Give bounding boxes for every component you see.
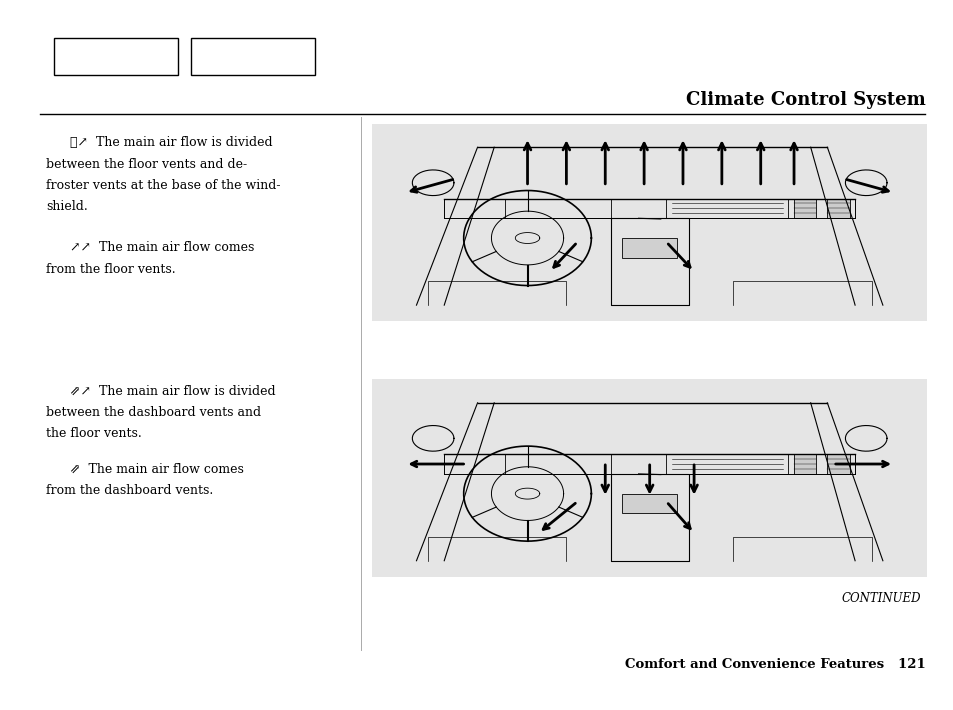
- Text: Comfort and Convenience Features   121: Comfort and Convenience Features 121: [624, 658, 924, 671]
- Text: between the dashboard vents and: between the dashboard vents and: [46, 406, 260, 419]
- Bar: [372, 124, 926, 321]
- Bar: [793, 454, 816, 474]
- Bar: [621, 238, 677, 258]
- Text: ⇗  The main air flow comes: ⇗ The main air flow comes: [70, 463, 243, 476]
- Text: shield.: shield.: [46, 200, 88, 213]
- Bar: [191, 38, 314, 75]
- Text: from the dashboard vents.: from the dashboard vents.: [46, 484, 213, 497]
- Text: between the floor vents and de-: between the floor vents and de-: [46, 158, 247, 170]
- Bar: [826, 454, 849, 474]
- Bar: [621, 493, 677, 513]
- Text: Climate Control System: Climate Control System: [685, 91, 924, 109]
- Text: from the floor vents.: from the floor vents.: [46, 263, 175, 275]
- Bar: [826, 199, 849, 218]
- Text: CONTINUED: CONTINUED: [841, 592, 920, 605]
- Bar: [372, 379, 926, 577]
- Text: froster vents at the base of the wind-: froster vents at the base of the wind-: [46, 179, 280, 192]
- Text: ↗↗  The main air flow comes: ↗↗ The main air flow comes: [70, 241, 253, 254]
- Text: the floor vents.: the floor vents.: [46, 427, 141, 440]
- Text: ⇗↗  The main air flow is divided: ⇗↗ The main air flow is divided: [70, 385, 275, 398]
- Bar: [793, 199, 816, 218]
- Bar: [54, 38, 178, 75]
- Text: Ⓣ↗  The main air flow is divided: Ⓣ↗ The main air flow is divided: [70, 136, 272, 149]
